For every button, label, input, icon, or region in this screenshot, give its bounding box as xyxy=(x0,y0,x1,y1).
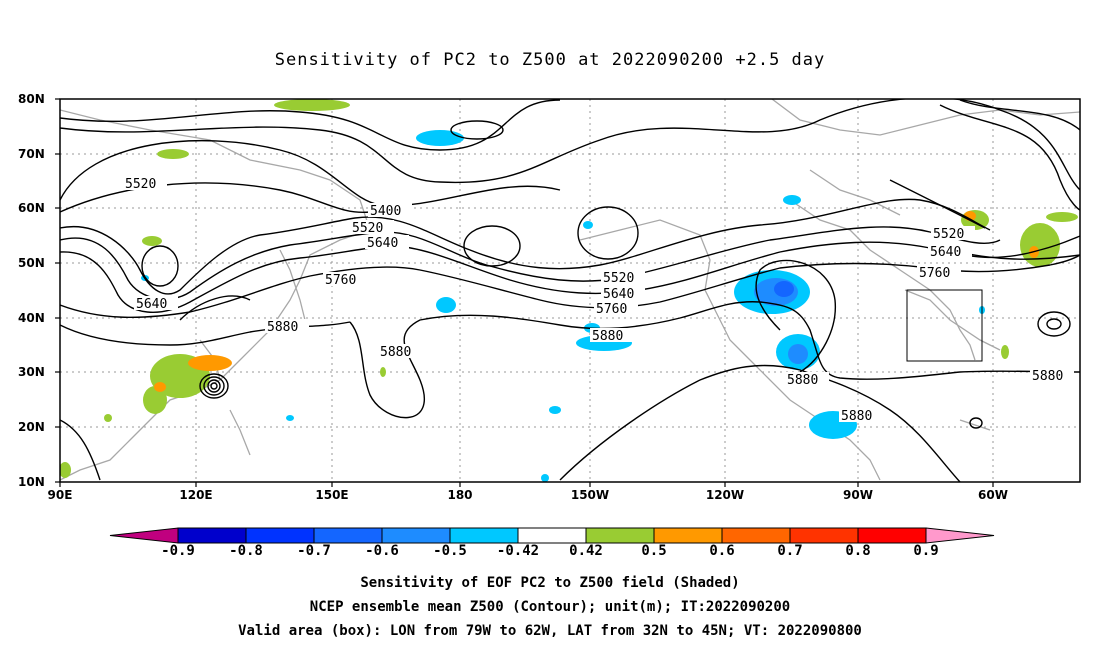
lat-label: 10N xyxy=(18,475,45,489)
colorbar-swatch xyxy=(857,527,927,544)
colorbar-swatch xyxy=(313,527,383,544)
colorbar-label: 0.7 xyxy=(777,543,803,559)
grid-lines xyxy=(60,99,1080,482)
colorbar-swatch xyxy=(721,527,791,544)
lon-label: 150E xyxy=(315,488,349,502)
contour-label: 5520 xyxy=(352,221,383,236)
contour-label: 5880 xyxy=(841,409,872,424)
caption-shaded: Sensitivity of EOF PC2 to Z500 field (Sh… xyxy=(360,575,740,591)
contour-label: 5880 xyxy=(380,345,411,360)
colorbar-label: -0.9 xyxy=(161,543,195,559)
colorbar-label: 0.9 xyxy=(913,543,939,559)
colorbar-swatch xyxy=(517,527,587,544)
contour-label: 5520 xyxy=(603,271,634,286)
lat-label: 80N xyxy=(18,92,45,106)
caption-valid-area: Valid area (box): LON from 79W to 62W, L… xyxy=(238,623,862,639)
contour-label: 5520 xyxy=(933,227,964,242)
colorbar-swatch xyxy=(381,527,451,544)
contour-label: 5640 xyxy=(367,236,398,251)
lon-label: 90E xyxy=(47,488,73,502)
colorbar-swatch xyxy=(245,527,315,544)
lon-label: 150W xyxy=(570,488,610,502)
colorbar-swatch xyxy=(177,527,247,544)
lon-label: 120E xyxy=(179,488,213,502)
colorbar-swatch xyxy=(449,527,519,544)
colorbar-swatch xyxy=(789,527,859,544)
colorbar-label: -0.5 xyxy=(433,543,467,559)
lon-label: 60W xyxy=(978,488,1008,502)
lon-label: 90W xyxy=(843,488,873,502)
contour-label: 5760 xyxy=(919,266,950,281)
lat-label: 30N xyxy=(18,365,45,379)
lat-label: 50N xyxy=(18,256,45,270)
contour-label: 5880 xyxy=(787,373,818,388)
contour-label: 5400 xyxy=(370,204,401,219)
lat-label: 60N xyxy=(18,201,45,215)
contour-label: 5880 xyxy=(592,329,623,344)
contour-label: 5520 xyxy=(125,177,156,192)
lat-label: 40N xyxy=(18,311,45,325)
colorbar-label: -0.8 xyxy=(229,543,263,559)
plot-frame xyxy=(59,98,1081,483)
colorbar-label: 0.6 xyxy=(709,543,735,559)
colorbar-label: -0.42 xyxy=(496,543,540,559)
contour-label: 5880 xyxy=(1032,369,1063,384)
colorbar-label: -0.6 xyxy=(365,543,399,559)
contour-label: 5760 xyxy=(596,302,627,317)
contour-label: 5640 xyxy=(603,287,634,302)
z500-contours xyxy=(60,99,1080,482)
colorbar-label: 0.5 xyxy=(641,543,667,559)
valid-area-box xyxy=(906,289,983,362)
coastlines xyxy=(60,99,1080,481)
contour-label: 5640 xyxy=(136,297,167,312)
map-title: Sensitivity of PC2 to Z500 at 2022090200… xyxy=(274,50,826,70)
colorbar xyxy=(109,527,995,544)
colorbar-arrow-left xyxy=(109,527,179,544)
colorbar-label: 0.42 xyxy=(569,543,603,559)
contour-labels: 5520 5400 5520 5640 5760 5640 5880 5880 … xyxy=(123,176,1074,424)
lat-label: 70N xyxy=(18,147,45,161)
colorbar-arrow-right xyxy=(925,527,995,544)
lon-label: 120W xyxy=(705,488,745,502)
colorbar-swatch xyxy=(585,527,655,544)
colorbar-swatch xyxy=(653,527,723,544)
lat-label: 20N xyxy=(18,420,45,434)
contour-label: 5760 xyxy=(325,273,356,288)
lon-label: 180 xyxy=(447,488,473,502)
caption-contour: NCEP ensemble mean Z500 (Contour); unit(… xyxy=(309,599,791,615)
axis-ticks xyxy=(55,98,994,487)
contour-label: 5640 xyxy=(930,245,961,260)
contour-label: 5880 xyxy=(267,320,298,335)
colorbar-label: -0.7 xyxy=(297,543,331,559)
colorbar-label: 0.8 xyxy=(845,543,871,559)
